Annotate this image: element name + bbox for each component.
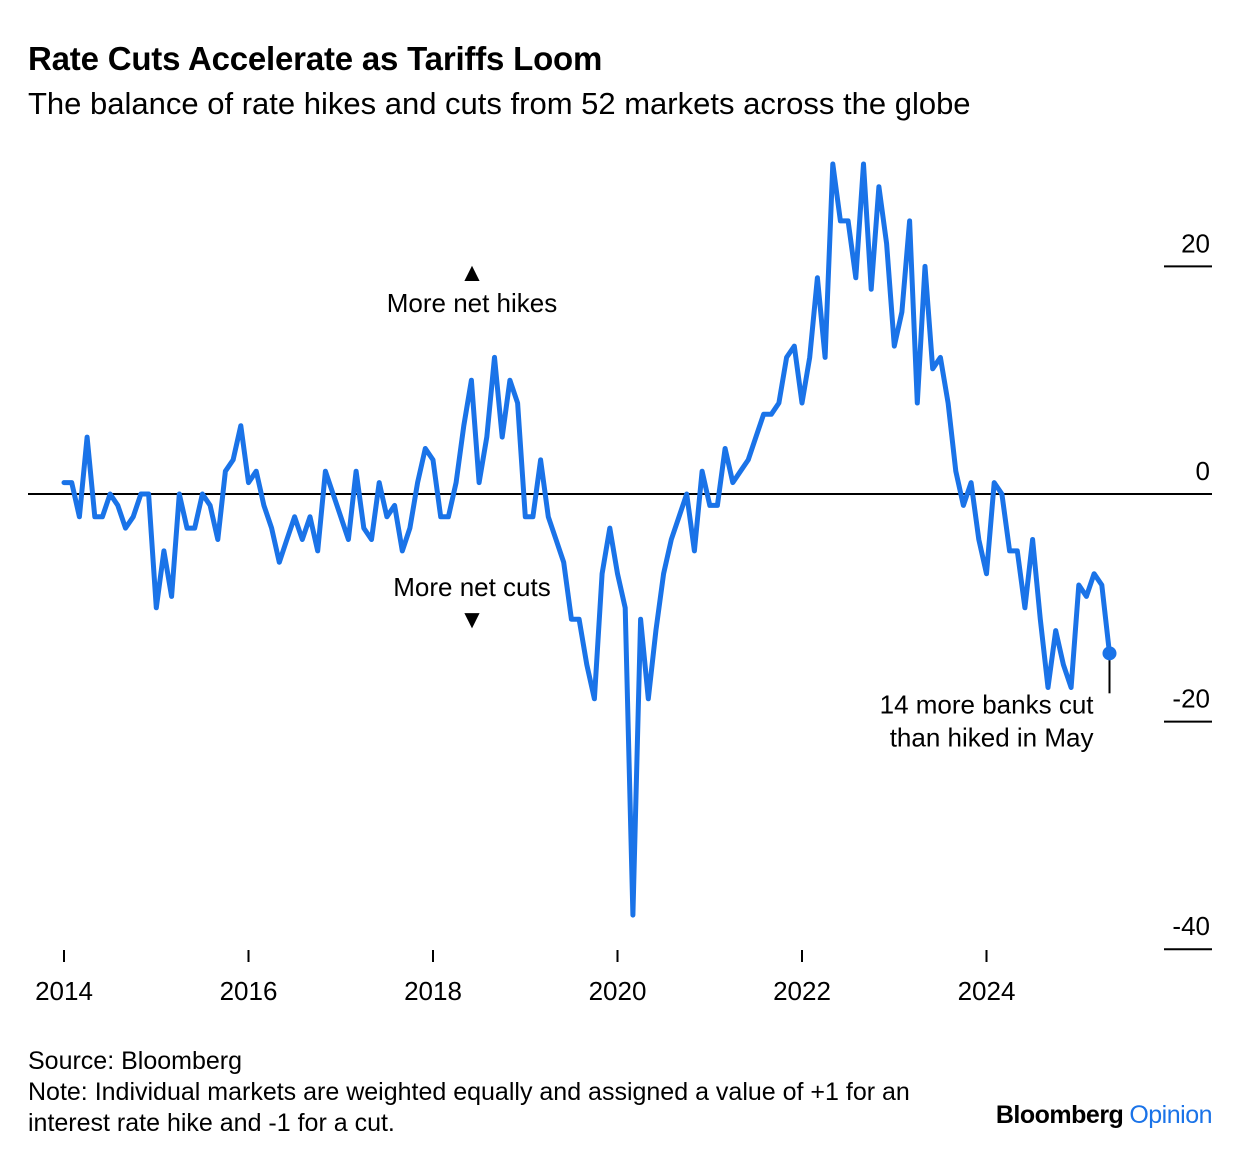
x-tick-label: 2024: [958, 976, 1016, 1006]
series-line: [61, 161, 1112, 918]
footer: Source: Bloomberg Note: Individual marke…: [28, 1046, 988, 1139]
source-text: Source: Bloomberg: [28, 1047, 243, 1075]
more-net-cuts-label: More net cuts: [393, 572, 551, 602]
chart-title: Rate Cuts Accelerate as Tariffs Loom: [28, 40, 603, 77]
last-point-marker: [1102, 646, 1117, 661]
x-tick-label: 2022: [773, 976, 831, 1006]
note-line-1: Note: Individual markets are weighted eq…: [28, 1078, 910, 1106]
last-point-label: than hiked in May: [890, 722, 1094, 752]
brand-section: Opinion: [1129, 1101, 1212, 1129]
y-tick-label: -40: [1172, 911, 1210, 941]
down-arrow-icon: ▼: [459, 604, 485, 634]
up-arrow-icon: ▲: [459, 257, 485, 287]
note-line-2: interest rate hike and -1 for a cut.: [28, 1109, 395, 1137]
y-tick-label: -20: [1172, 684, 1210, 714]
last-point-label: 14 more banks cut: [880, 689, 1095, 719]
chart-subtitle: The balance of rate hikes and cuts from …: [28, 86, 971, 121]
y-tick-label: 20: [1181, 228, 1210, 258]
x-tick-label: 2014: [35, 976, 93, 1006]
more-net-hikes-label: More net hikes: [387, 288, 558, 318]
x-tick-label: 2018: [404, 976, 462, 1006]
y-tick-label: 0: [1196, 456, 1210, 486]
brand-name: Bloomberg: [995, 1101, 1124, 1129]
x-tick-label: 2016: [220, 976, 278, 1006]
x-tick-label: 2020: [589, 976, 647, 1006]
brand-logo: Bloomberg Opinion: [995, 1101, 1213, 1130]
